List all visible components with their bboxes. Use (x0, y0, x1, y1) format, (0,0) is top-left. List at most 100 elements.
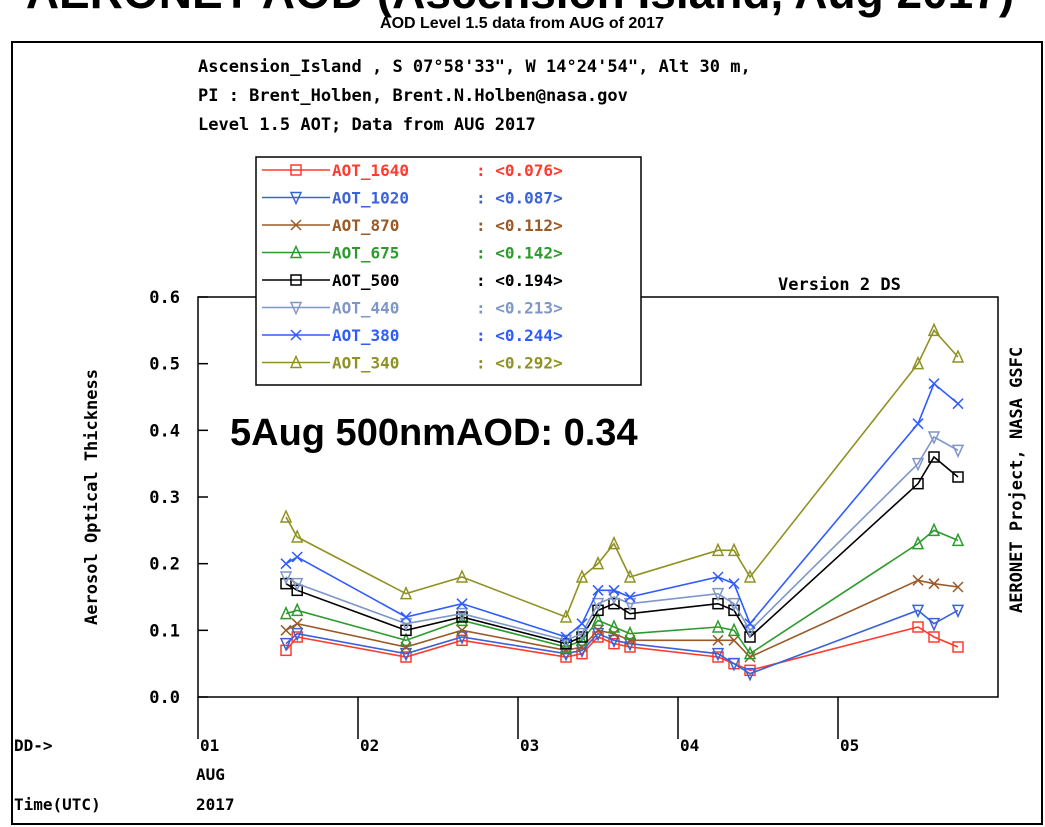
data-point (560, 631, 572, 643)
series-aot-675 (279, 522, 965, 660)
dd-row-label: DD-> (14, 736, 53, 755)
data-point (592, 624, 604, 636)
legend: AOT_1640 : <0.076> AOT_1020: <0.087> AOT_87… (255, 156, 642, 386)
data-point (952, 581, 964, 593)
legend-series-name: AOT_675 (332, 244, 399, 263)
outer-frame (11, 41, 1043, 825)
data-point (291, 602, 304, 617)
aeronet-credit-label: AERONET Project, NASA GSFC (1007, 347, 1027, 613)
legend-series-mean: : <0.076> (476, 161, 563, 180)
data-point (727, 597, 741, 612)
data-point (279, 571, 293, 585)
data-point (624, 634, 636, 646)
version-label: Version 2 DS (778, 275, 901, 295)
data-point (623, 625, 637, 640)
data-point (912, 621, 924, 633)
data-point (727, 542, 741, 557)
legend-marker (290, 329, 302, 341)
data-point (291, 529, 304, 543)
data-point (928, 451, 940, 463)
data-point (279, 605, 293, 620)
data-point (591, 555, 605, 570)
series-aot-1640 (280, 621, 964, 677)
series-aot-380 (280, 378, 964, 643)
data-point (591, 597, 605, 612)
data-point (291, 577, 304, 592)
legend-item: AOT_500: <0.194> (262, 271, 563, 290)
data-point (400, 641, 412, 653)
data-point (951, 444, 965, 459)
data-point (912, 418, 924, 430)
data-point (711, 619, 725, 633)
data-point (911, 355, 925, 370)
y-tick-label: 0.4 (149, 421, 180, 441)
legend-series-name: AOT_500 (332, 271, 399, 290)
data-point (952, 471, 964, 483)
data-point (456, 611, 468, 623)
data-point (592, 631, 604, 643)
data-point (455, 631, 469, 645)
data-point (728, 634, 740, 646)
data-point (728, 578, 740, 590)
figure-subtitle: AOD Level 1.5 data from AUG of 2017 (380, 15, 664, 32)
data-point (711, 647, 725, 662)
year-label: 2017 (196, 795, 235, 814)
data-point (280, 558, 292, 570)
data-point (608, 628, 620, 640)
data-point (607, 619, 621, 633)
legend-series-name: AOT_340 (332, 354, 399, 373)
month-label: AUG (196, 765, 225, 784)
legend-series-mean: : <0.142> (476, 244, 563, 263)
legend-series-name: AOT_1640 (332, 161, 409, 180)
legend-series-mean: : <0.213> (476, 299, 563, 318)
data-point (952, 398, 964, 410)
data-point (951, 349, 965, 363)
series-line (285, 328, 959, 619)
legend-marker (289, 191, 303, 206)
data-point (712, 571, 724, 583)
data-point (951, 604, 965, 619)
data-point (291, 627, 304, 642)
legend-series-mean: : <0.292> (476, 354, 563, 373)
legend-item: AOT_340 : <0.292> (262, 354, 563, 373)
data-point (927, 431, 941, 445)
series-aot-440 (279, 431, 965, 649)
data-point (399, 632, 413, 647)
data-point (927, 617, 941, 632)
x-tick-label: 05 (840, 736, 859, 755)
x-tick-label: 03 (520, 736, 539, 755)
cropped-banner-title: AERONET AOD (Ascension Island, Aug 2017) (26, 0, 1014, 18)
site-info-line: Ascension_Island , S 07°58'33", W 14°24'… (198, 57, 751, 77)
legend-marker (290, 274, 302, 286)
legend-box (255, 156, 642, 386)
series-line (285, 435, 959, 642)
data-point (559, 634, 573, 649)
y-tick-label: 0.1 (149, 621, 180, 641)
data-point (400, 624, 412, 637)
data-point (291, 631, 303, 643)
data-point (576, 647, 588, 660)
pi-info-line: PI : Brent_Holben, Brent.N.Holben@nasa.g… (198, 86, 628, 106)
data-point (743, 667, 757, 682)
y-tick-label: 0.0 (149, 688, 180, 708)
legend-series-mean: : <0.244> (476, 326, 563, 345)
legend-item: AOT_870: <0.112> (262, 216, 563, 235)
y-tick-label: 0.5 (149, 355, 180, 375)
data-point (911, 604, 925, 619)
data-point (743, 645, 757, 660)
data-point (576, 641, 588, 653)
data-point (400, 651, 412, 663)
legend-item: AOT_675 : <0.142> (262, 244, 563, 263)
x-tick-label: 02 (360, 736, 379, 755)
data-point (928, 378, 940, 390)
legend-item: AOT_1020: <0.087> (262, 189, 563, 208)
data-point (911, 457, 925, 472)
legend-series-mean: : <0.087> (476, 189, 563, 208)
data-point (279, 509, 293, 523)
data-point (744, 631, 756, 643)
data-point (280, 577, 292, 590)
y-axis-label: Aerosol Optical Thickness (82, 369, 102, 625)
data-point (911, 535, 925, 550)
data-point (455, 607, 469, 622)
